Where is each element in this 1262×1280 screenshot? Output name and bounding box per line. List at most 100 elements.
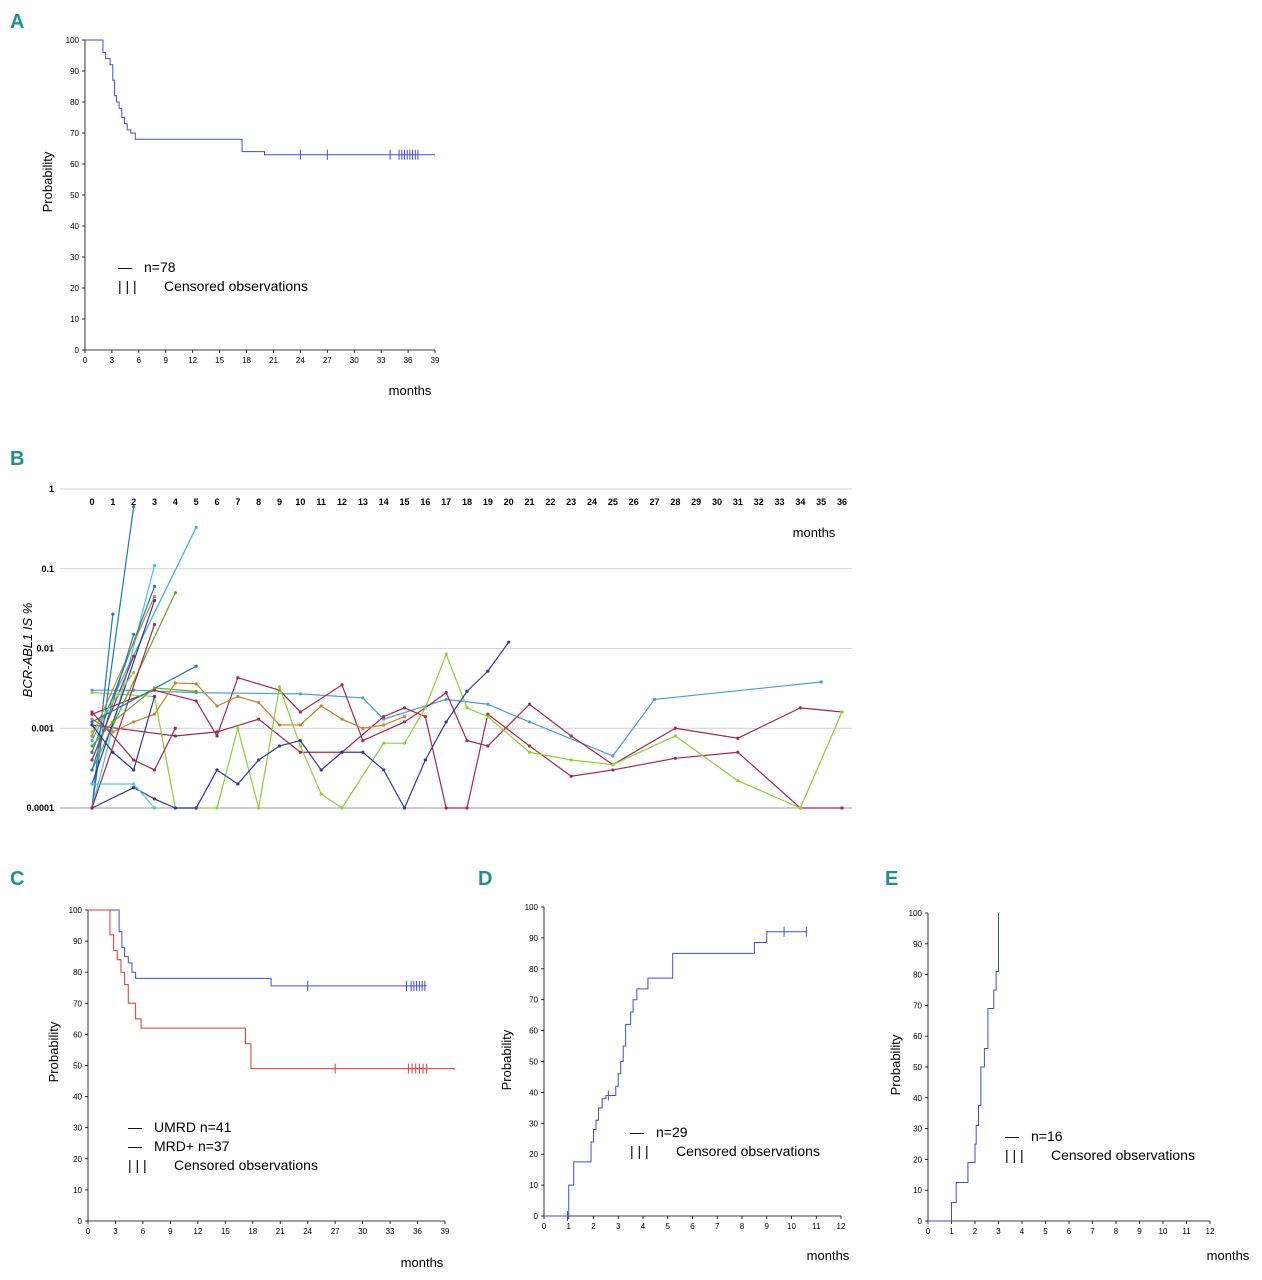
legend-symbol: | | | <box>630 1143 649 1159</box>
y-tick-label: 80 <box>529 965 538 974</box>
panel-label: E <box>885 868 898 890</box>
y-tick-label: 80 <box>73 968 82 977</box>
mrd-point <box>152 806 157 810</box>
y-tick-label: 100 <box>69 906 83 915</box>
legend-text: UMRD n=41 <box>154 1119 232 1135</box>
mrd-point <box>736 736 740 740</box>
x-tick-label: 8 <box>740 1222 745 1231</box>
mrd-point <box>423 758 427 762</box>
x-axis-label: months <box>807 1248 850 1263</box>
x-tick-label: 30 <box>358 1227 367 1236</box>
y-tick-label: 50 <box>529 1058 538 1067</box>
mrd-point <box>152 694 157 699</box>
y-axis-label: Probability <box>40 151 55 212</box>
x-tick-label: 6 <box>214 497 219 507</box>
x-tick-label: 26 <box>629 497 639 507</box>
y-tick-label: 30 <box>70 253 79 262</box>
mrd-point <box>465 689 469 693</box>
x-tick-label: 0 <box>926 1227 931 1236</box>
x-tick-label: 9 <box>277 497 282 507</box>
y-tick-label: 20 <box>70 284 79 293</box>
x-tick-label: 9 <box>765 1222 770 1231</box>
mrd-point <box>340 806 344 810</box>
panel-label: A <box>10 11 24 33</box>
mrd-series-6 <box>91 682 405 733</box>
x-tick-label: 14 <box>379 497 389 507</box>
x-tick-label: 27 <box>331 1227 340 1236</box>
mrd-point <box>215 806 219 810</box>
mrd-series-22 <box>91 687 197 747</box>
mrd-point <box>486 702 490 706</box>
y-tick-label: 0 <box>918 1217 923 1226</box>
mrd-point <box>132 758 136 762</box>
mrd-point <box>90 734 94 738</box>
mrd-point <box>152 563 157 568</box>
mrd-point <box>257 717 261 721</box>
y-tick-label: 50 <box>913 1063 922 1072</box>
mrd-point <box>361 739 365 743</box>
y-tick-label: 80 <box>70 98 79 107</box>
mrd-point <box>673 756 677 760</box>
mrd-point <box>298 750 302 754</box>
mrd-point <box>277 744 282 748</box>
mrd-point <box>132 670 136 675</box>
survival-curve-2 <box>88 909 455 1070</box>
x-tick-label: 15 <box>399 497 409 507</box>
mrd-series-18 <box>91 672 135 733</box>
mrd-point <box>111 612 115 616</box>
mrd-point <box>611 763 615 767</box>
mrd-point <box>298 739 302 743</box>
mrd-point <box>569 774 573 778</box>
mrd-point <box>319 704 323 708</box>
x-axis-label: months <box>401 1255 444 1270</box>
mrd-point <box>611 768 615 772</box>
x-tick-label: 7 <box>715 1222 720 1231</box>
mrd-point <box>486 744 490 748</box>
y-tick-label: 60 <box>913 1032 922 1041</box>
mrd-point <box>236 676 240 680</box>
mrd-point <box>132 768 136 772</box>
x-tick-label: 18 <box>462 497 472 507</box>
x-tick-label: 1 <box>949 1227 954 1236</box>
x-tick-label: 24 <box>296 356 305 365</box>
mrd-point <box>257 806 261 810</box>
mrd-point <box>382 717 386 721</box>
mrd-point <box>215 734 219 738</box>
mrd-point <box>486 669 490 673</box>
mrd-series-21 <box>91 711 176 771</box>
mrd-point <box>382 741 386 745</box>
mrd-point <box>444 720 448 724</box>
x-tick-label: 0 <box>86 1227 91 1236</box>
x-tick-label: 4 <box>1020 1227 1025 1236</box>
y-tick-label: 50 <box>73 1062 82 1071</box>
mrd-series-1 <box>92 681 822 757</box>
y-axis-label: Probability <box>888 1034 903 1095</box>
y-tick-label: 10 <box>73 1186 82 1195</box>
mrd-series-8 <box>91 506 135 809</box>
x-tick-label: 1 <box>567 1222 572 1231</box>
x-tick-label: 8 <box>1114 1227 1119 1236</box>
mrd-point <box>236 726 240 730</box>
mrd-point <box>361 750 365 754</box>
mrd-point <box>90 758 94 762</box>
mrd-point <box>132 632 136 637</box>
x-tick-label: 0 <box>542 1222 547 1231</box>
mrd-series-12 <box>91 592 176 771</box>
mrd-point <box>361 696 365 700</box>
mrd-point <box>444 697 448 702</box>
mrd-point <box>486 714 490 719</box>
mrd-point <box>173 806 177 810</box>
x-tick-label: 28 <box>670 497 680 507</box>
x-tick-label: 15 <box>215 356 224 365</box>
x-tick-label: 2 <box>131 497 136 507</box>
mrd-point <box>215 704 219 708</box>
y-tick-label: 90 <box>529 934 538 943</box>
mrd-point <box>298 710 302 714</box>
y-tick-label: 90 <box>913 940 922 949</box>
mrd-point <box>736 750 740 754</box>
y-tick-label: 0 <box>78 1217 83 1226</box>
mrd-point <box>90 750 94 754</box>
mrd-point <box>90 710 94 714</box>
